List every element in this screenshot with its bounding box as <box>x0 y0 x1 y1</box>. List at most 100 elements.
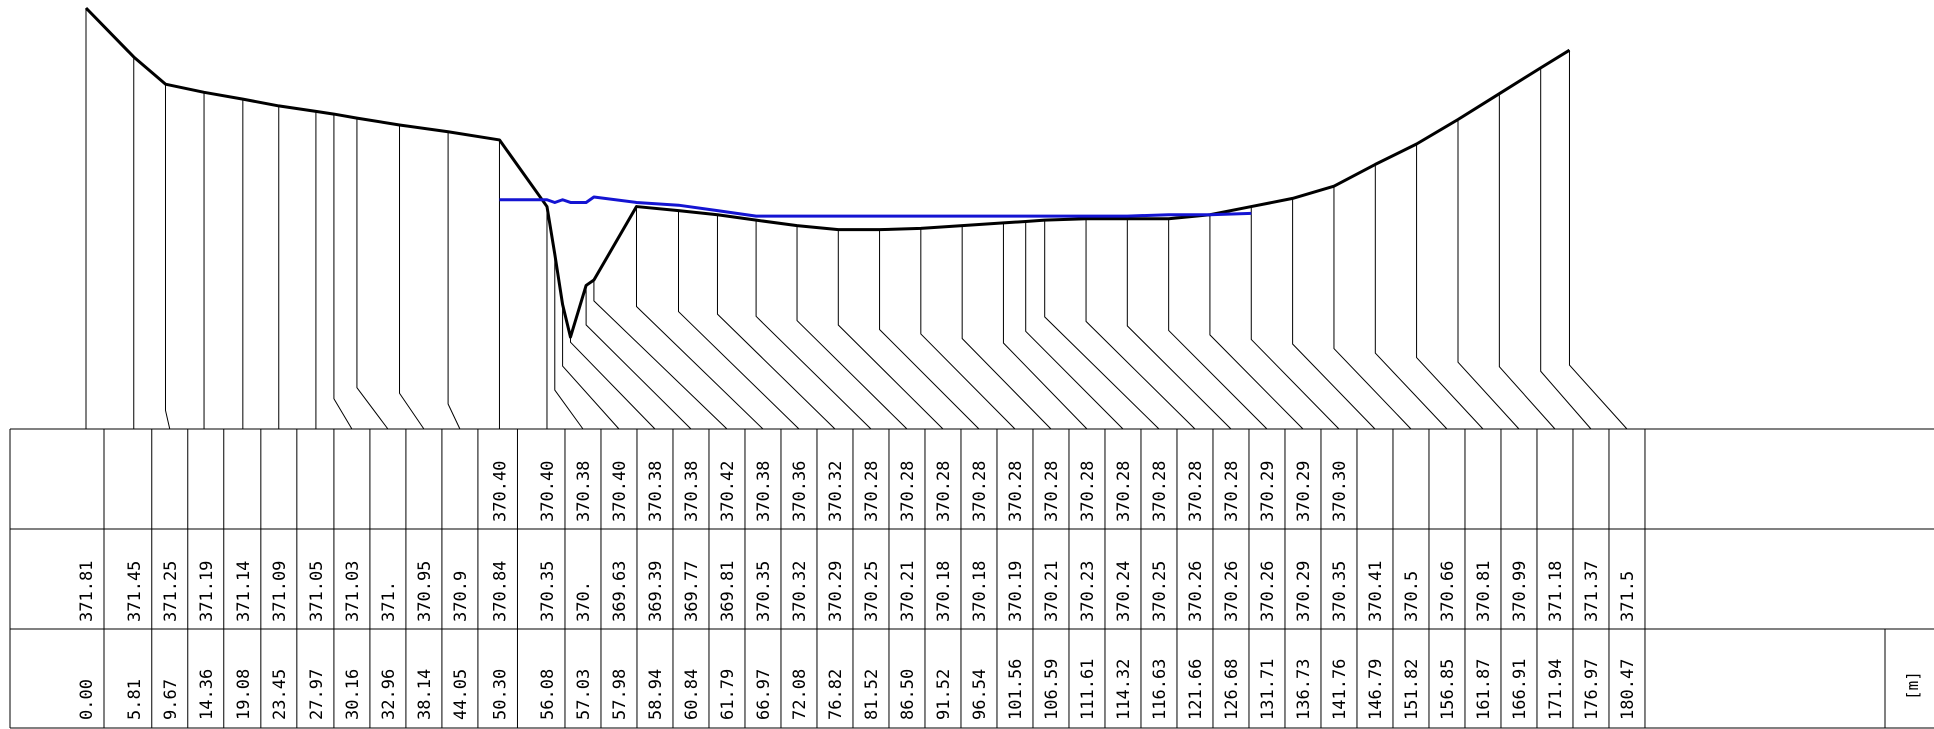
ground-elevation-cell: 371. <box>379 581 399 622</box>
station-cell: 44.05 <box>451 669 471 720</box>
terrain-profile-line <box>84 6 1571 339</box>
station-cell: 171.94 <box>1546 659 1566 720</box>
water-level-cell: 370.38 <box>682 461 702 522</box>
station-guide-line <box>562 304 620 430</box>
water-level-cell: 370.40 <box>538 461 558 522</box>
water-level-cell: 370.40 <box>490 461 510 522</box>
ground-elevation-cell: 371.14 <box>234 561 254 622</box>
ground-elevation-cell: 370.35 <box>538 561 558 622</box>
water-level-cell: 370.28 <box>934 461 954 522</box>
ground-elevation-cell: 369.77 <box>682 561 702 622</box>
station-guide-line <box>1540 67 1592 430</box>
station-guide-line <box>447 131 461 430</box>
station-cell: 136.73 <box>1294 659 1314 720</box>
station-guide-line <box>837 229 944 430</box>
station-cell: 9.67 <box>161 679 181 720</box>
ground-elevation-cell: 371.37 <box>1582 561 1602 622</box>
ground-elevation-cell: 370.24 <box>1114 561 1134 622</box>
ground-elevation-cell: 370.26 <box>1186 561 1206 622</box>
ground-elevation-cell: 371.45 <box>125 561 145 622</box>
station-cell: 32.96 <box>379 669 399 720</box>
station-cell: 161.87 <box>1474 659 1494 720</box>
water-level-cell: 370.32 <box>826 461 846 522</box>
station-cell: 180.47 <box>1618 659 1638 720</box>
station-guide-line <box>1333 186 1412 430</box>
ground-elevation-cell: 370.26 <box>1258 561 1278 622</box>
station-guide-line <box>920 228 1016 430</box>
station-cell: 86.50 <box>898 669 918 720</box>
station-guide-line <box>1416 144 1484 430</box>
station-guide-line <box>1085 218 1196 430</box>
ground-elevation-cell: 369.39 <box>646 561 666 622</box>
ground-elevation-cell: 371.05 <box>307 561 327 622</box>
station-cell: 81.52 <box>862 669 882 720</box>
station-cell: 141.76 <box>1330 659 1350 720</box>
ground-elevation-cell: 370. <box>574 581 594 622</box>
water-level-cell: 370.29 <box>1294 461 1314 522</box>
ground-elevation-cell: 371.09 <box>270 561 290 622</box>
water-level-cell: 370.29 <box>1258 461 1278 522</box>
station-cell: 0.00 <box>77 679 97 720</box>
station-guide-line <box>585 285 692 430</box>
ground-elevation-cell: 370.29 <box>1294 561 1314 622</box>
station-guide-line <box>1292 198 1376 430</box>
station-cell: 121.66 <box>1186 659 1206 720</box>
water-level-cell: 370.42 <box>718 461 738 522</box>
station-cell: 91.52 <box>934 669 954 720</box>
ground-elevation-cell: 371.18 <box>1546 561 1566 622</box>
station-guide-line <box>203 92 206 430</box>
station-guide-line <box>1044 220 1160 430</box>
ground-elevation-cell: 370.84 <box>490 561 510 622</box>
ground-elevation-cell: 370.23 <box>1078 561 1098 622</box>
station-guide-line <box>593 280 728 430</box>
station-guide-line <box>1457 119 1520 430</box>
station-guide-line <box>1250 206 1340 430</box>
station-guide-line <box>1374 164 1448 430</box>
ground-elevation-cell: 370.29 <box>826 561 846 622</box>
station-cell: 72.08 <box>790 669 810 720</box>
station-guide-line <box>1025 221 1124 430</box>
ground-elevation-cell: 370.35 <box>754 561 774 622</box>
station-cell: 146.79 <box>1366 659 1386 720</box>
ground-elevation-cell: 371.5 <box>1618 571 1638 622</box>
water-level-cell: 370.28 <box>898 461 918 522</box>
water-level-cell: 370.38 <box>646 461 666 522</box>
water-level-cell: 370.28 <box>862 461 882 522</box>
ground-elevation-cell: 370.66 <box>1438 561 1458 622</box>
ground-elevation-cell: 369.81 <box>718 561 738 622</box>
ground-elevation-cell: 370.41 <box>1366 561 1386 622</box>
station-guide-line <box>1568 50 1628 430</box>
station-cell: 56.08 <box>538 669 558 720</box>
water-level-cell: 370.28 <box>1078 461 1098 522</box>
ground-elevation-cell: 370.21 <box>898 561 918 622</box>
ground-elevation-cell: 370.19 <box>1006 561 1026 622</box>
ground-elevation-cell: 370.35 <box>1330 561 1350 622</box>
station-guide-line <box>356 118 389 430</box>
station-guide-line <box>755 220 872 430</box>
station-guide-line <box>1126 218 1232 430</box>
station-guide-line <box>879 229 980 430</box>
ground-elevation-cell: 370.25 <box>1150 561 1170 622</box>
station-cell: 58.94 <box>646 669 666 720</box>
station-cell: 27.97 <box>307 669 327 720</box>
ground-elevation-cell: 370.5 <box>1402 571 1422 622</box>
station-cell: 76.82 <box>826 669 846 720</box>
water-level-cell: 370.28 <box>1114 461 1134 522</box>
station-guide-line <box>796 225 908 430</box>
ground-elevation-cell: 370.21 <box>1042 561 1062 622</box>
station-cell: 60.84 <box>682 669 702 720</box>
station-cell: 151.82 <box>1402 659 1422 720</box>
station-cell: 66.97 <box>754 669 774 720</box>
ground-elevation-cell: 370.18 <box>934 561 954 622</box>
station-guide-line <box>677 210 800 430</box>
ground-elevation-cell: 370.95 <box>415 561 435 622</box>
water-level-cell: 370.28 <box>1150 461 1170 522</box>
water-level-cell: 370.38 <box>754 461 774 522</box>
water-level-cell: 370.28 <box>1222 461 1242 522</box>
station-cell: 131.71 <box>1258 659 1278 720</box>
table-cells: 371.81 0.00 371.45 5.81 371.25 9.67 371.19 14.3… <box>77 429 1646 728</box>
station-cell: 61.79 <box>718 669 738 720</box>
station-cell: 57.98 <box>610 669 630 720</box>
station-guide-line <box>554 254 584 430</box>
station-guide-line <box>333 114 353 430</box>
